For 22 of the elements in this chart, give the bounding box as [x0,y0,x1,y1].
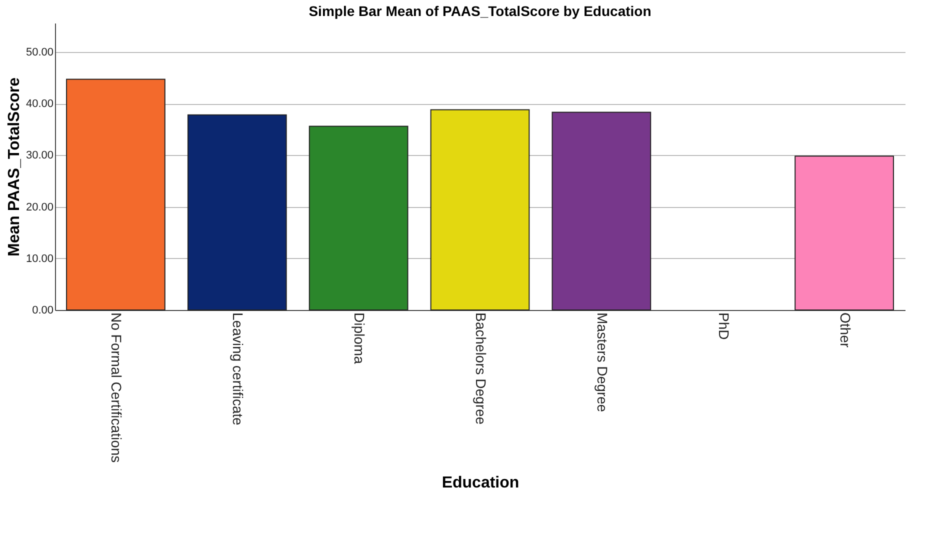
x-tick-label: No Formal Certifications [108,312,125,463]
y-axis-title: Mean PAAS_TotalScore [6,77,23,257]
x-axis-title: Education [442,474,520,492]
y-tick-label: 10.00 [26,252,54,265]
y-tick-label: 50.00 [26,46,54,58]
y-tick-label: 0.00 [32,304,54,316]
bar [552,112,652,310]
bar [66,78,166,310]
bar [187,114,287,310]
x-tick-label: Diploma [352,312,368,364]
y-tick-label: 30.00 [26,150,54,162]
x-tick-label: Other [837,312,854,348]
x-tick-label: Leaving certificate [230,312,246,426]
bar [430,109,530,310]
bar [308,126,408,310]
x-tick-label: Masters Degree [594,312,610,412]
x-tick-label: PhD [716,312,732,340]
bar [794,156,894,310]
y-tick-label: 40.00 [26,98,54,110]
x-tick-label: Bachelors Degree [473,312,489,425]
chart-title: Simple Bar Mean of PAAS_TotalScore by Education [308,3,652,19]
y-tick-label: 20.00 [26,201,54,214]
